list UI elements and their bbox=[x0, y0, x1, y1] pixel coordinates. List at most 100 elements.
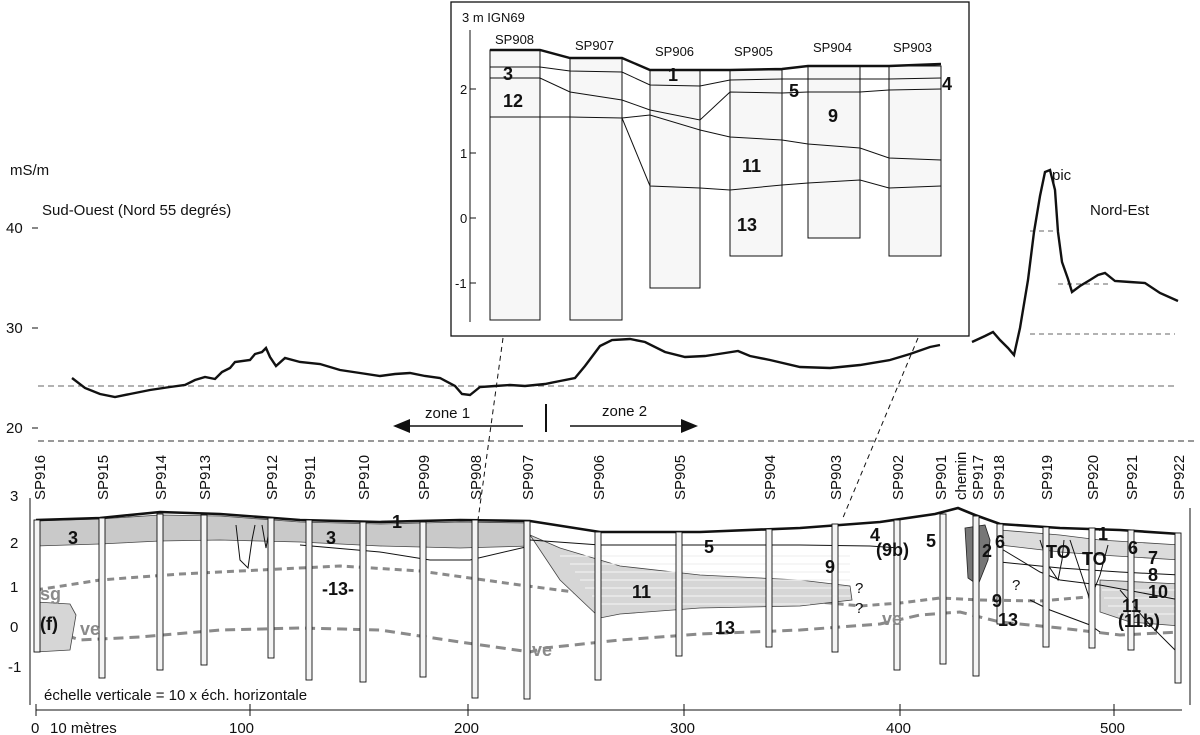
unit-label-3: 3 bbox=[68, 528, 78, 548]
bh-label-sp908: SP908 bbox=[468, 455, 485, 500]
unit-label-9c: 9 bbox=[992, 591, 1002, 611]
inset-y-tick-2: 2 bbox=[460, 82, 467, 97]
inset-unit-4: 4 bbox=[942, 74, 952, 94]
x-tick-300: 300 bbox=[670, 720, 695, 735]
inset-boundary-line bbox=[621, 117, 942, 191]
bh-label-sp922: SP922 bbox=[1171, 455, 1188, 500]
zone1-label: zone 1 bbox=[425, 405, 470, 422]
bh-label-sp914: SP914 bbox=[153, 455, 170, 500]
inset-boundary-line bbox=[490, 66, 942, 87]
sg-label: sg bbox=[40, 584, 61, 604]
peak-label: pic bbox=[1052, 167, 1072, 184]
borehole-column-sp910 bbox=[359, 521, 367, 683]
unit-label-9: 9 bbox=[825, 557, 835, 577]
x-tick-200: 200 bbox=[454, 720, 479, 735]
borehole-column-sp903 bbox=[831, 523, 839, 653]
y-unit-label: mS/m bbox=[10, 162, 49, 179]
ve-label-3: ve bbox=[882, 609, 902, 629]
unit-label-6: 6 bbox=[995, 532, 1005, 552]
unit-label-5b: 5 bbox=[926, 531, 936, 551]
bh-label-sp906: SP906 bbox=[591, 455, 608, 500]
x-tick-0: 0 bbox=[31, 720, 39, 735]
inset-y-tick-m1: -1 bbox=[455, 276, 467, 291]
inset-bh-label: SP908 bbox=[495, 32, 534, 47]
unit-label-13b: 13 bbox=[715, 618, 735, 638]
x-scale-label: 10 mètres bbox=[50, 720, 117, 735]
unit-label-8: 8 bbox=[1148, 565, 1158, 585]
inset-unit-13: 13 bbox=[737, 215, 757, 235]
bh-label-sp921: SP921 bbox=[1124, 455, 1141, 500]
unit-ne-boundary bbox=[999, 547, 1181, 601]
inset-unit-5: 5 bbox=[789, 81, 799, 101]
inset-unit-1: 1 bbox=[668, 65, 678, 85]
conductivity-curve-east bbox=[971, 168, 1179, 358]
inset-unit-12: 12 bbox=[503, 91, 523, 111]
unit-label-1: 1 bbox=[392, 512, 402, 532]
bh-label-sp916: SP916 bbox=[32, 455, 49, 500]
unit-label-11c: (11b) bbox=[1118, 611, 1160, 631]
unit-label-9b: (9b) bbox=[876, 540, 909, 560]
inset-surface-line bbox=[490, 48, 942, 72]
bh-label-sp918: SP918 bbox=[991, 455, 1008, 500]
zone2-arrowhead bbox=[681, 419, 698, 433]
unit-label-3b: 3 bbox=[326, 528, 336, 548]
x-tick-400: 400 bbox=[886, 720, 911, 735]
unit-11-layer bbox=[528, 534, 853, 619]
unit-label-5: 5 bbox=[704, 537, 714, 557]
borehole-labels: SP916 SP915 SP914 SP913 SP912 SP911 SP91… bbox=[32, 452, 1188, 500]
section-unit-labels: 1 3 3 -13- 11 13 5 4 (9b) 5 9 2 6 9 13 T… bbox=[68, 512, 1168, 638]
borehole-column-sp909 bbox=[419, 521, 427, 678]
unit-label-to1: TO bbox=[1046, 542, 1071, 562]
inset-y-tick-1: 1 bbox=[460, 146, 467, 161]
unit-label-to2: TO bbox=[1082, 549, 1107, 569]
inset-unit-11: 11 bbox=[742, 156, 761, 176]
uncertain-mark: ? bbox=[855, 580, 863, 597]
bh-label-sp902: SP902 bbox=[890, 455, 907, 500]
inset-boundary-line bbox=[490, 114, 942, 161]
bh-label-sp911: SP911 bbox=[302, 456, 319, 500]
borehole-column-sp918 bbox=[996, 523, 1004, 625]
cross-section: 3 2 1 0 -1 bbox=[8, 452, 1191, 705]
bh-label-sp910: SP910 bbox=[356, 455, 373, 500]
inset-unit-9: 9 bbox=[828, 106, 838, 126]
section-y-tick-m1: -1 bbox=[8, 659, 21, 676]
inset-column-sp908 bbox=[489, 49, 541, 321]
inset-column-sp903 bbox=[888, 65, 942, 257]
unit-label-10: 10 bbox=[1148, 582, 1168, 602]
bh-label-sp901: SP901 bbox=[933, 455, 950, 500]
zone1-arrowhead bbox=[393, 419, 410, 433]
inset-bh-label: SP905 bbox=[734, 44, 773, 59]
inset-column-sp907 bbox=[569, 57, 623, 321]
borehole-column-sp917 bbox=[972, 515, 980, 677]
ve-label-1: ve bbox=[80, 619, 100, 639]
x-tick-100: 100 bbox=[229, 720, 254, 735]
borehole-column-sp908 bbox=[471, 519, 479, 699]
channel-cut bbox=[235, 524, 256, 570]
section-y-tick-0: 0 bbox=[10, 619, 18, 636]
borehole-column-sp907 bbox=[523, 520, 531, 700]
inset-bh-label: SP903 bbox=[893, 40, 932, 55]
borehole-column-sp902 bbox=[893, 519, 901, 671]
left-direction-title: Sud-Ouest (Nord 55 degrés) bbox=[42, 202, 231, 219]
inset-unit-3: 3 bbox=[503, 64, 513, 84]
bh-label-sp919: SP919 bbox=[1039, 455, 1056, 500]
inset-bh-label: SP907 bbox=[575, 38, 614, 53]
unit-label-1b: 1 bbox=[1098, 524, 1108, 544]
x-axis: 0 100 200 300 400 500 10 mètres bbox=[31, 704, 1182, 735]
conductivity-profile: mS/m 40 30 20 Sud-Ouest (Nord 55 degrés)… bbox=[6, 162, 1195, 521]
borehole-column-sp919 bbox=[1042, 526, 1050, 648]
bh-label-sp907: SP907 bbox=[520, 455, 537, 500]
bh-label-sp917: SP917 bbox=[970, 455, 987, 500]
uncertain-mark: ? bbox=[1012, 577, 1020, 594]
inset-column-sp905 bbox=[729, 69, 783, 257]
borehole-column-sp914 bbox=[156, 513, 164, 671]
unit-label-6b: 6 bbox=[1128, 538, 1138, 558]
f-label: (f) bbox=[40, 614, 58, 634]
borehole-column-sp911 bbox=[305, 519, 313, 681]
bh-label-sp913: SP913 bbox=[197, 455, 214, 500]
connector-line-right bbox=[841, 337, 919, 521]
inset-datum: 3 m IGN69 bbox=[462, 10, 525, 25]
y-tick-40: 40 bbox=[6, 220, 23, 237]
section-y-tick-1: 1 bbox=[10, 579, 18, 596]
right-direction-title: Nord-Est bbox=[1090, 202, 1150, 219]
